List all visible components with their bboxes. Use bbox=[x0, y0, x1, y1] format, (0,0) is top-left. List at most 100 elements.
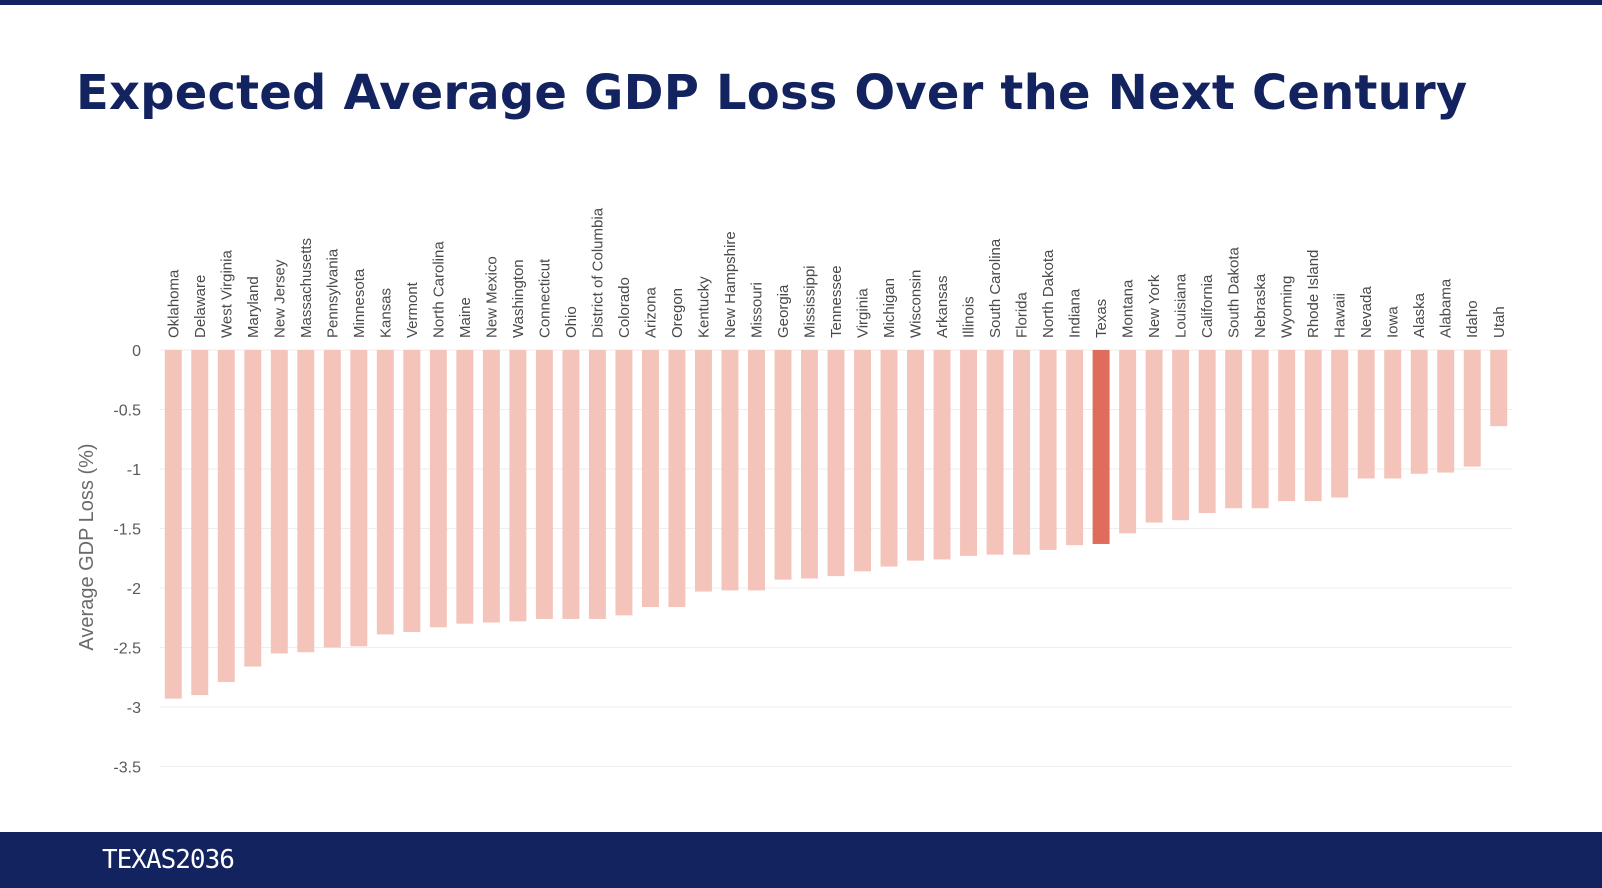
bar-idaho bbox=[1463, 350, 1481, 467]
bar-louisiana bbox=[1172, 350, 1190, 521]
bar-hawaii bbox=[1331, 350, 1349, 498]
category-label: Iowa bbox=[1385, 306, 1402, 338]
y-axis-ticks: 0 -0.5 -1 -1.5 -2 -2.5 -3 -3.5 bbox=[113, 343, 141, 777]
category-label: Connecticut bbox=[536, 258, 553, 338]
y-tick-label: -2 bbox=[127, 581, 141, 598]
category-label: California bbox=[1199, 274, 1216, 338]
y-tick-label: 0 bbox=[132, 343, 141, 360]
top-rule bbox=[0, 0, 1602, 5]
bar-kentucky bbox=[694, 350, 712, 592]
bar-florida bbox=[1013, 350, 1031, 555]
category-label: Arkansas bbox=[934, 275, 951, 338]
y-tick-label: -3.5 bbox=[113, 760, 141, 777]
bar-virginia bbox=[854, 350, 871, 572]
category-label: Idaho bbox=[1464, 300, 1481, 338]
category-label: Georgia bbox=[775, 284, 792, 338]
category-label: Colorado bbox=[616, 277, 633, 338]
bar-ohio bbox=[562, 350, 580, 619]
category-label: West Virginia bbox=[218, 250, 235, 338]
bar-new-york bbox=[1145, 350, 1163, 523]
category-label: Vermont bbox=[404, 281, 421, 338]
category-label: District of Columbia bbox=[589, 207, 606, 338]
y-axis-label: Average GDP Loss (%) bbox=[76, 443, 98, 650]
category-label: North Carolina bbox=[430, 241, 447, 338]
category-label: Wisconsin bbox=[908, 270, 925, 338]
category-label: South Dakota bbox=[1226, 246, 1243, 338]
bar-iowa bbox=[1384, 350, 1402, 479]
bar-washington bbox=[509, 350, 527, 622]
bar-new-jersey bbox=[270, 350, 288, 654]
category-label: Virginia bbox=[855, 288, 872, 338]
category-label: Minnesota bbox=[351, 268, 368, 338]
bar-mississippi bbox=[801, 350, 818, 579]
category-label: Mississippi bbox=[801, 265, 818, 338]
bar-alabama bbox=[1437, 350, 1455, 473]
bar-west-virginia bbox=[217, 350, 235, 683]
category-label: Nevada bbox=[1358, 286, 1375, 338]
bar-missouri bbox=[747, 350, 765, 591]
category-label: North Dakota bbox=[1040, 249, 1057, 338]
bar-indiana bbox=[1066, 350, 1084, 546]
category-label: Oregon bbox=[669, 288, 686, 338]
footer-bar: TEXAS2036 bbox=[0, 832, 1602, 888]
y-tick-label: -1.5 bbox=[113, 522, 141, 539]
category-label: Delaware bbox=[192, 275, 209, 338]
bar-nevada bbox=[1357, 350, 1375, 479]
category-label: Alabama bbox=[1438, 278, 1455, 338]
bar-delaware bbox=[191, 350, 209, 696]
category-label: Utah bbox=[1491, 306, 1508, 338]
bar-tennessee bbox=[827, 350, 845, 577]
category-label: Maryland bbox=[245, 276, 262, 338]
bar-massachusetts bbox=[297, 350, 315, 653]
gdp-loss-bar-chart: 0 -0.5 -1 -1.5 -2 -2.5 -3 -3.5 Oklahoma Delaware… bbox=[76, 207, 1512, 777]
category-label: Nebraska bbox=[1252, 273, 1269, 338]
category-label: Hawaii bbox=[1332, 293, 1349, 338]
bar-nebraska bbox=[1251, 350, 1269, 509]
category-label: Missouri bbox=[748, 282, 765, 338]
category-label: New York bbox=[1146, 274, 1163, 338]
bar-south-dakota bbox=[1225, 350, 1243, 509]
category-label: Oklahoma bbox=[165, 269, 182, 338]
category-label: Alaska bbox=[1411, 292, 1428, 338]
bar-wyoming bbox=[1278, 350, 1296, 502]
bar-alaska bbox=[1410, 350, 1428, 474]
category-label: Wyoming bbox=[1279, 276, 1296, 338]
category-label: New Mexico bbox=[483, 256, 500, 338]
bar-south-carolina bbox=[986, 350, 1004, 555]
category-label: Rhode Island bbox=[1305, 250, 1322, 338]
bar-north-dakota bbox=[1039, 350, 1057, 550]
bar-illinois bbox=[960, 350, 978, 556]
category-label: South Carolina bbox=[987, 238, 1004, 338]
y-tick-label: -2.5 bbox=[113, 641, 141, 658]
bar-maine bbox=[456, 350, 474, 624]
category-label: Arizona bbox=[642, 286, 659, 338]
bar-arizona bbox=[641, 350, 659, 608]
category-label: Kentucky bbox=[695, 276, 712, 338]
y-tick-label: -3 bbox=[127, 700, 141, 717]
category-label: New Hampshire bbox=[722, 231, 739, 338]
category-label: Texas bbox=[1093, 299, 1110, 338]
bar-montana bbox=[1119, 350, 1137, 534]
category-label: Tennessee bbox=[828, 265, 845, 338]
bar-district-of-columbia bbox=[588, 350, 606, 619]
bar-rhode-island bbox=[1304, 350, 1322, 502]
category-label: Michigan bbox=[881, 278, 898, 338]
bar-texas bbox=[1092, 350, 1110, 544]
bar-oklahoma bbox=[164, 350, 182, 699]
category-label: Ohio bbox=[563, 306, 580, 338]
bar-michigan bbox=[880, 350, 898, 567]
category-label: Maine bbox=[457, 297, 474, 338]
category-label: Washington bbox=[510, 259, 527, 338]
bars bbox=[164, 350, 1508, 699]
bar-kansas bbox=[376, 350, 394, 635]
chart-title: Expected Average GDP Loss Over the Next … bbox=[76, 65, 1468, 121]
bar-connecticut bbox=[535, 350, 553, 619]
category-labels: Oklahoma Delaware West Virginia Maryland New… bbox=[165, 207, 1508, 338]
bar-new-hampshire bbox=[721, 350, 739, 591]
bar-north-carolina bbox=[429, 350, 447, 628]
category-label: Indiana bbox=[1067, 288, 1084, 338]
bar-minnesota bbox=[350, 350, 368, 647]
bar-california bbox=[1198, 350, 1216, 514]
category-label: Massachusetts bbox=[298, 238, 315, 338]
